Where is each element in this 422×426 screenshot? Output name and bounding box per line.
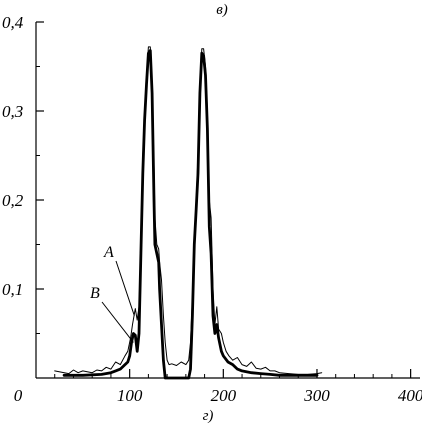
y-tick-label: 0,1 <box>2 280 23 299</box>
curve-annotations: AB <box>90 244 135 343</box>
y-ticks: 0,1 0,2 0,3 0,4 <box>2 13 44 334</box>
y-tick-label: 0,2 <box>2 191 24 210</box>
annotation-label-a: A <box>103 244 114 261</box>
series-b-line <box>62 49 319 380</box>
annotation-leader-b <box>101 301 134 343</box>
series-a-line <box>54 46 323 375</box>
y-tick-label: 0,3 <box>2 102 23 121</box>
x-tick-label: 200 <box>211 386 237 405</box>
x-tick-label: 100 <box>117 386 143 405</box>
chart-title: в) <box>216 2 228 18</box>
plot-area: 0 100 200 300 400 0,10,20,30,4 AB <box>2 13 422 405</box>
x-tick-label: 400 <box>398 386 422 405</box>
x-tick-label: 300 <box>303 386 330 405</box>
x-tick-label: 0 <box>14 386 23 405</box>
series-group <box>54 46 323 380</box>
annotation-label-b: B <box>90 285 100 302</box>
chart-caption: г) <box>203 408 214 424</box>
annotation-leader-a <box>115 260 135 316</box>
y-tick-label: 0,4 <box>2 13 24 32</box>
